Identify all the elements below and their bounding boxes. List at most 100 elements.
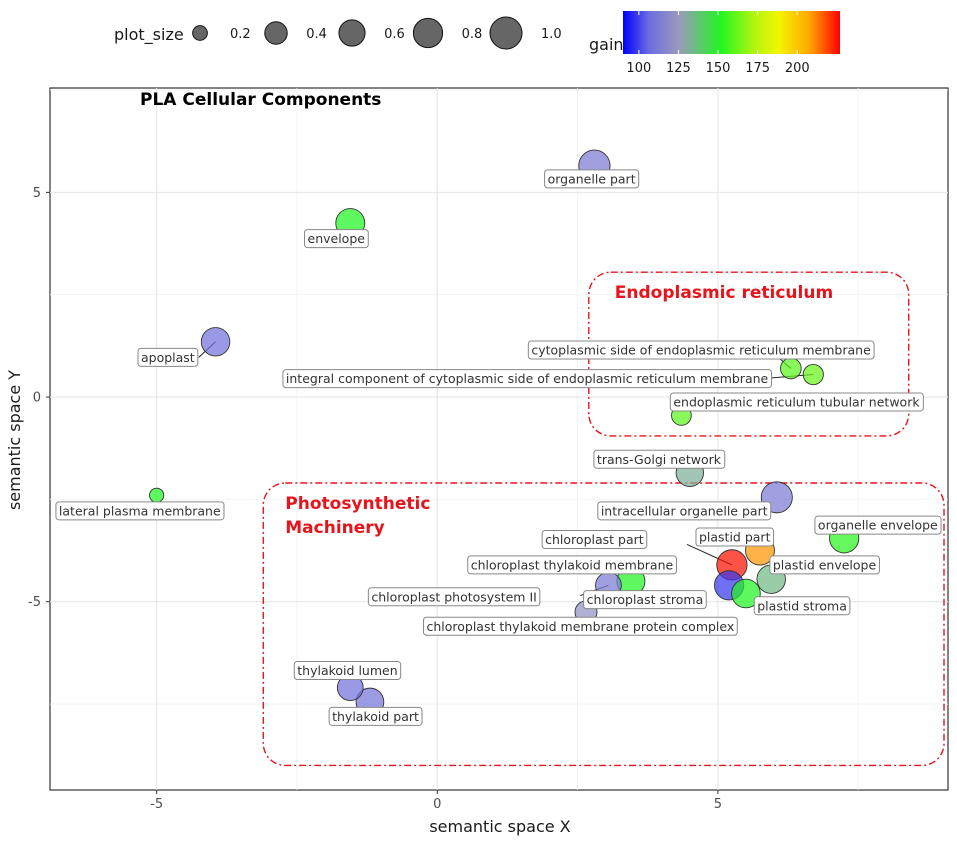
label-box (282, 369, 773, 389)
y-tick-label: 0 (33, 391, 41, 406)
point-label: envelope (304, 229, 369, 249)
size-legend-label: 0.6 (384, 27, 405, 42)
color-legend-bar (623, 11, 840, 54)
label-text: plastid stroma (757, 598, 847, 613)
plot-panel (49, 87, 949, 791)
x-axis-title: semantic space X (429, 817, 570, 836)
label-box (467, 555, 677, 575)
size-legend-circle (192, 25, 208, 41)
point-label: apoplast (137, 347, 199, 367)
size-legend-circle (338, 19, 366, 47)
y-axis-title: semantic space Y (5, 370, 24, 510)
label-text: organelle envelope (818, 518, 938, 533)
color-legend-label: 150 (706, 61, 731, 76)
label-box (583, 590, 707, 610)
label-box (814, 515, 942, 535)
point-label: chloroplast stroma (583, 590, 707, 610)
y-tick-label: -5 (28, 595, 41, 610)
color-legend-label: 200 (785, 61, 810, 76)
label-text: thylakoid lumen (297, 663, 397, 678)
color-legend-label: 100 (626, 61, 651, 76)
label-box (593, 449, 726, 469)
label-box (328, 706, 423, 726)
point-label: lateral plasma membrane (55, 501, 225, 521)
label-text: thylakoid part (332, 709, 419, 724)
label-box (753, 596, 851, 616)
axis-ticks: -5 0 5 5 0 -5 (28, 186, 722, 812)
region-box (588, 271, 910, 437)
label-box (367, 587, 541, 607)
point-labels: organelle part envelope apoplast cytoplasmi… (55, 169, 942, 726)
label-text: lateral plasma membrane (59, 503, 221, 518)
label-box (544, 169, 640, 189)
size-legend-label: 0.2 (230, 27, 251, 42)
label-text: chloroplast photosystem II (371, 589, 536, 604)
region-title: Machinery (285, 518, 385, 538)
point-label: thylakoid part (328, 706, 423, 726)
label-text: plastid envelope (773, 557, 877, 572)
label-box (597, 501, 772, 521)
point-label: plastid stroma (753, 596, 851, 616)
label-text: integral component of cytoplasmic side o… (286, 371, 769, 386)
label-text: chloroplast part (545, 532, 644, 547)
point-label: integral component of cytoplasmic side o… (282, 369, 773, 389)
size-legend-circle (489, 16, 523, 50)
point-label: chloroplast thylakoid membrane protein c… (422, 616, 738, 636)
label-box (541, 529, 648, 549)
label-text: organelle part (548, 171, 636, 186)
color-legend-ticks: 100 125 150 175 200 (626, 11, 810, 76)
data-point (802, 363, 824, 386)
label-text: envelope (308, 231, 366, 246)
data-point (200, 327, 231, 357)
label-box (55, 501, 225, 521)
color-legend-label: 125 (666, 61, 691, 76)
label-text: endoplasmic reticulum tubular network (673, 394, 920, 409)
y-tick-label: 5 (33, 186, 41, 201)
label-text: chloroplast thylakoid membrane (471, 557, 674, 572)
region-title: Photosynthetic (285, 494, 430, 514)
x-tick-label: 5 (714, 797, 722, 812)
point-label: trans-Golgi network (593, 449, 726, 469)
chart-title: PLA Cellular Components (140, 90, 381, 110)
label-text: cytoplasmic side of endoplasmic reticulu… (531, 342, 871, 357)
point-label: chloroplast thylakoid membrane (467, 555, 677, 575)
size-legend-circle (264, 21, 288, 45)
data-point (780, 357, 802, 380)
size-legend: 0.2 0.4 0.6 0.8 1.0 (192, 16, 562, 50)
point-label: plastid part (695, 527, 775, 547)
data-point (731, 578, 761, 609)
point-label: thylakoid lumen (293, 660, 402, 680)
point-label: intracellular organelle part (597, 501, 772, 521)
label-box (137, 347, 199, 367)
label-box (293, 660, 402, 680)
size-legend-circle (412, 17, 444, 49)
label-box (695, 527, 775, 547)
point-label: endoplasmic reticulum tubular network (669, 392, 924, 412)
point-label: cytoplasmic side of endoplasmic reticulu… (527, 340, 875, 360)
point-label: organelle envelope (814, 515, 942, 535)
color-legend-label: 175 (745, 61, 770, 76)
region-boxes: Endoplasmic reticulum Photosynthetic Machi… (262, 271, 945, 767)
x-tick-label: -5 (150, 797, 163, 812)
label-box (527, 340, 875, 360)
label-text: chloroplast stroma (587, 592, 704, 607)
label-text: apoplast (141, 350, 195, 365)
label-box (304, 229, 369, 249)
size-legend-label: 0.4 (306, 27, 327, 42)
point-label: chloroplast part (541, 529, 648, 549)
label-text: trans-Golgi network (597, 452, 722, 467)
region-title: Endoplasmic reticulum (615, 283, 833, 303)
label-box (422, 616, 738, 636)
label-box (669, 392, 924, 412)
region-box (262, 482, 945, 767)
label-text: plastid part (699, 530, 771, 545)
point-label: organelle part (544, 169, 640, 189)
label-text: chloroplast thylakoid membrane protein c… (426, 619, 734, 634)
size-legend-label: 0.8 (462, 27, 483, 42)
x-tick-label: 0 (433, 797, 441, 812)
data-point (149, 487, 165, 503)
size-legend-title: plot_size (114, 25, 184, 45)
label-text: intracellular organelle part (601, 503, 768, 518)
color-legend-title: gain (589, 35, 624, 54)
